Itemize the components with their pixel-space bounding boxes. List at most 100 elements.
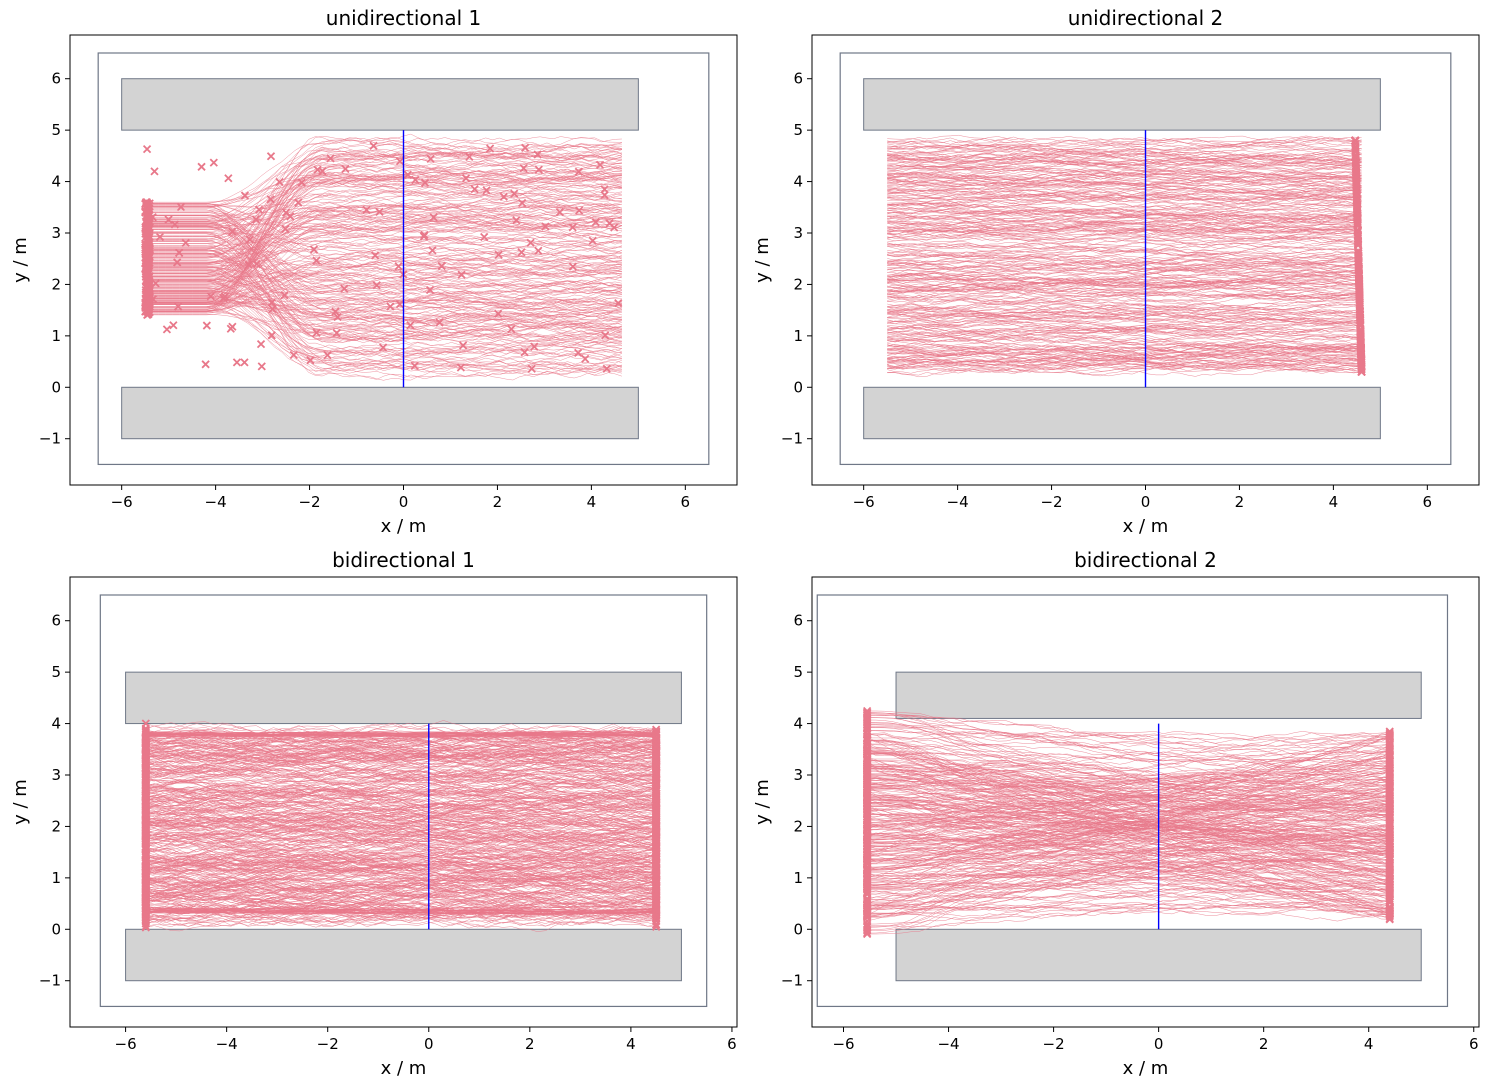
x-tick-label: −4 bbox=[205, 493, 227, 511]
end-marker bbox=[534, 165, 543, 174]
end-marker bbox=[1351, 144, 1360, 153]
trajectory bbox=[145, 182, 622, 283]
end-marker bbox=[863, 766, 872, 776]
end-marker bbox=[470, 184, 479, 194]
end-marker bbox=[331, 307, 340, 316]
end-marker bbox=[1351, 136, 1360, 145]
trajectory bbox=[145, 793, 657, 812]
trajectory bbox=[145, 787, 657, 811]
end-marker bbox=[480, 232, 489, 242]
trajectory bbox=[145, 746, 657, 774]
end-marker bbox=[173, 258, 182, 267]
trajectory bbox=[145, 876, 657, 894]
trajectory bbox=[145, 843, 657, 866]
trajectory bbox=[887, 292, 1362, 300]
trajectory bbox=[887, 353, 1362, 374]
end-marker bbox=[170, 220, 180, 229]
x-tick-label: 0 bbox=[1141, 493, 1151, 511]
y-tick-label: 3 bbox=[793, 224, 803, 242]
trajectory bbox=[887, 203, 1362, 215]
trajectory bbox=[145, 910, 657, 914]
trajectory bbox=[867, 758, 1390, 811]
end-marker bbox=[1354, 256, 1363, 266]
y-tick-label: 6 bbox=[51, 70, 61, 88]
trajectory bbox=[887, 302, 1362, 324]
trajectory bbox=[867, 767, 1390, 810]
y-tick-label: 0 bbox=[51, 920, 61, 938]
end-marker bbox=[309, 245, 319, 254]
trajectory bbox=[887, 334, 1362, 348]
trajectory bbox=[145, 161, 622, 303]
trajectory bbox=[867, 719, 1390, 848]
trajectory bbox=[867, 759, 1390, 887]
end-marker bbox=[652, 738, 661, 747]
end-marker bbox=[652, 760, 661, 769]
trajectory bbox=[145, 265, 622, 326]
trajectory bbox=[867, 839, 1390, 917]
end-marker bbox=[1385, 855, 1394, 864]
trajectory bbox=[145, 888, 657, 919]
end-marker bbox=[588, 236, 597, 245]
end-marker bbox=[863, 889, 872, 898]
end-marker bbox=[568, 223, 577, 232]
end-marker bbox=[863, 904, 872, 913]
trajectory bbox=[145, 205, 622, 330]
trajectory bbox=[145, 231, 622, 330]
trajectory bbox=[145, 188, 622, 299]
y-tick-label: 0 bbox=[793, 378, 803, 396]
end-marker bbox=[164, 215, 173, 224]
end-marker bbox=[141, 772, 150, 782]
trajectory bbox=[887, 336, 1362, 354]
end-marker bbox=[141, 728, 150, 737]
end-marker bbox=[520, 143, 530, 152]
end-marker bbox=[232, 358, 242, 367]
trajectory bbox=[145, 797, 657, 817]
trajectory bbox=[867, 787, 1390, 860]
trajectory bbox=[145, 203, 622, 346]
x-tick-label: 6 bbox=[1469, 1035, 1479, 1053]
trajectory bbox=[887, 288, 1362, 300]
end-marker bbox=[1385, 866, 1394, 875]
trajectory bbox=[867, 905, 1390, 922]
end-marker bbox=[141, 838, 150, 847]
trajectory bbox=[887, 259, 1362, 273]
end-marker bbox=[289, 350, 298, 360]
trajectory bbox=[887, 228, 1362, 244]
trajectory bbox=[887, 218, 1362, 235]
end-marker bbox=[530, 342, 539, 351]
trajectory bbox=[145, 860, 657, 875]
end-marker bbox=[863, 720, 872, 730]
trajectory bbox=[887, 179, 1362, 199]
trajectory bbox=[867, 735, 1390, 750]
x-tick-label: −2 bbox=[1043, 1035, 1065, 1053]
end-marker bbox=[652, 826, 661, 835]
trajectory bbox=[867, 761, 1390, 911]
trajectory bbox=[145, 886, 657, 904]
trajectory bbox=[867, 733, 1390, 780]
end-marker bbox=[370, 251, 380, 260]
plot-area bbox=[99, 594, 708, 1008]
trajectory bbox=[887, 156, 1362, 172]
end-marker bbox=[863, 746, 872, 755]
trajectory bbox=[145, 794, 657, 819]
trajectory bbox=[887, 298, 1362, 319]
trajectory bbox=[145, 865, 657, 885]
trajectory bbox=[887, 337, 1362, 350]
trajectory bbox=[887, 148, 1362, 162]
end-marker bbox=[141, 895, 150, 904]
trajectory bbox=[887, 303, 1362, 317]
end-marker bbox=[1385, 907, 1394, 916]
trajectory bbox=[145, 830, 657, 849]
end-marker bbox=[573, 348, 583, 358]
trajectory bbox=[867, 788, 1390, 911]
trajectory bbox=[887, 174, 1362, 186]
end-marker bbox=[252, 259, 261, 269]
trajectory bbox=[145, 214, 622, 266]
chart-title: bidirectional 2 bbox=[1074, 548, 1217, 572]
end-marker bbox=[1354, 278, 1364, 287]
trajectory bbox=[145, 846, 657, 869]
end-marker bbox=[1352, 202, 1362, 211]
trajectory bbox=[145, 906, 657, 932]
end-marker bbox=[1385, 727, 1394, 736]
end-marker bbox=[141, 864, 150, 874]
